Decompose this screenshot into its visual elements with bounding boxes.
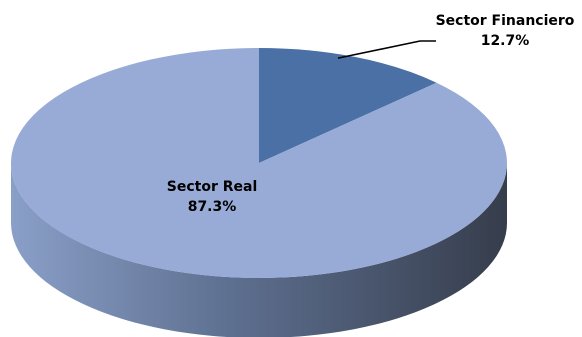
label-sector-financiero-name: Sector Financiero [436, 13, 575, 29]
leader-line-sector-financiero [337, 40, 436, 59]
pie-side-wall [11, 163, 507, 337]
label-sector-real-value: 87.3% [188, 199, 237, 215]
label-sector-real-name: Sector Real [167, 179, 258, 195]
label-sector-financiero-value: 12.7% [481, 33, 530, 49]
pie-slice-sector-financiero [259, 48, 437, 163]
pie-slice-sector-real [10, 48, 507, 278]
